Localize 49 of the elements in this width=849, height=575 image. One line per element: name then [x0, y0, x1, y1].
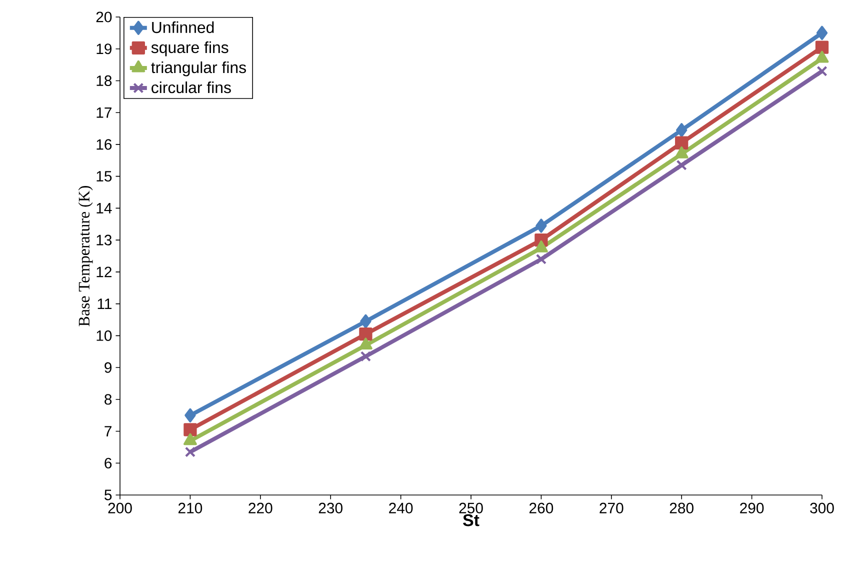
- y-tick-label: 11: [98, 298, 112, 309]
- legend-label: square fins: [151, 41, 228, 56]
- point: [676, 160, 687, 170]
- y-tick-label: 6: [104, 458, 112, 468]
- y-tick-label: 16: [96, 139, 112, 150]
- x-tick-label: 220: [248, 502, 272, 514]
- y-tick-label: 19: [96, 44, 112, 54]
- x-tick-label: 260: [529, 502, 554, 514]
- point: [815, 40, 829, 54]
- x-tick-label: 210: [178, 502, 202, 514]
- x-axis-title: St: [463, 514, 480, 526]
- y-tick-label: 5: [104, 490, 112, 500]
- point: [360, 314, 372, 328]
- legend-label: Unfinned: [152, 21, 214, 34]
- y-tick-label: 8: [104, 394, 112, 405]
- y-tick-label: 12: [96, 266, 112, 278]
- y-tick-label: 13: [96, 234, 112, 246]
- x-tick-label: 250: [459, 502, 483, 514]
- x-tick-label: 270: [600, 502, 624, 514]
- point: [816, 66, 828, 76]
- point: [359, 327, 372, 341]
- point: [359, 338, 372, 350]
- point: [676, 123, 688, 138]
- point: [184, 433, 197, 446]
- y-tick-label: 10: [96, 330, 112, 341]
- y-tick-label: 14: [96, 203, 112, 214]
- y-tick-label: 17: [96, 107, 112, 118]
- y-tick-label: 15: [96, 171, 112, 182]
- x-tick-label: 290: [740, 502, 764, 514]
- point: [675, 136, 688, 150]
- x-tick-label: 300: [810, 502, 834, 514]
- point: [536, 254, 547, 265]
- y-tick-label: 20: [96, 12, 112, 22]
- y-tick-label: 7: [104, 426, 112, 436]
- y-tick-label: 18: [96, 75, 112, 86]
- point: [536, 218, 547, 233]
- point: [360, 351, 372, 362]
- point: [184, 446, 196, 458]
- y-tick-label: 9: [104, 362, 112, 373]
- point: [816, 26, 828, 40]
- x-tick-label: 280: [670, 502, 694, 514]
- legend-label: circular fins: [152, 81, 231, 94]
- y-axis-title: Base Temperature (K): [78, 186, 93, 326]
- x-tick-label: 200: [108, 502, 132, 514]
- point: [184, 423, 197, 436]
- x-tick-label: 240: [389, 502, 413, 514]
- x-tick-label: 230: [318, 502, 342, 514]
- legend-label: triangular fins: [151, 61, 246, 76]
- point: [184, 408, 196, 422]
